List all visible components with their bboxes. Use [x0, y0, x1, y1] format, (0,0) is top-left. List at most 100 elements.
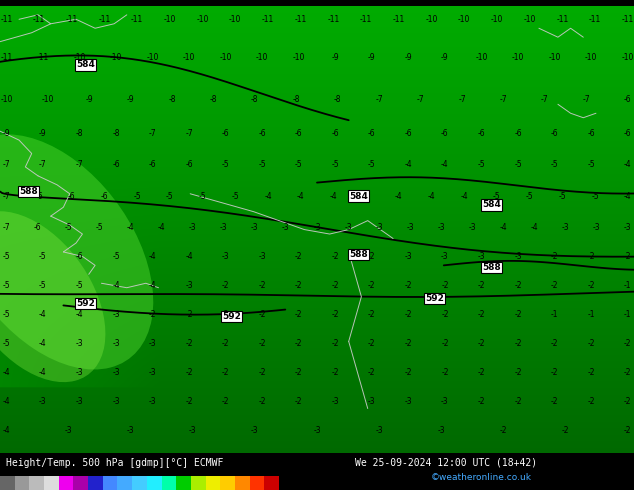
Text: -3: -3 — [65, 426, 72, 436]
Text: -5: -5 — [3, 310, 10, 319]
Bar — [264, 476, 279, 490]
Text: -5: -5 — [39, 252, 47, 261]
Text: -3: -3 — [259, 252, 266, 261]
Text: -6: -6 — [624, 96, 631, 104]
Text: -2: -2 — [441, 281, 449, 290]
Text: -11: -11 — [262, 15, 274, 24]
Text: -3: -3 — [189, 223, 197, 232]
Text: -3: -3 — [112, 339, 120, 348]
Text: -3: -3 — [149, 339, 157, 348]
Text: -5: -5 — [231, 192, 239, 200]
Text: -5: -5 — [3, 252, 10, 261]
Text: -4: -4 — [149, 252, 157, 261]
Text: -10: -10 — [0, 96, 13, 104]
Text: -4: -4 — [330, 192, 337, 200]
Text: -2: -2 — [551, 397, 559, 406]
Text: -3: -3 — [332, 397, 339, 406]
Text: -2: -2 — [624, 339, 631, 348]
Text: -3: -3 — [514, 252, 522, 261]
Text: -8: -8 — [168, 96, 176, 104]
Bar — [0, 476, 15, 490]
Text: -3: -3 — [282, 223, 290, 232]
Text: -2: -2 — [259, 339, 266, 348]
Text: -5: -5 — [551, 160, 559, 169]
Text: -2: -2 — [477, 281, 485, 290]
Text: -5: -5 — [75, 281, 83, 290]
Text: -5: -5 — [39, 281, 47, 290]
Text: -9: -9 — [404, 53, 412, 62]
Text: -2: -2 — [222, 310, 230, 319]
Text: -2: -2 — [149, 310, 157, 319]
Text: -2: -2 — [332, 339, 339, 348]
Text: -2: -2 — [185, 397, 193, 406]
Text: -2: -2 — [368, 252, 375, 261]
Text: -10: -10 — [524, 15, 536, 24]
Text: -2: -2 — [295, 281, 302, 290]
Text: -4: -4 — [428, 192, 436, 200]
Text: -8: -8 — [112, 129, 120, 138]
Text: -2: -2 — [259, 397, 266, 406]
Text: -4: -4 — [624, 160, 631, 169]
Text: -2: -2 — [404, 368, 412, 377]
Text: -2: -2 — [368, 310, 375, 319]
Text: -6: -6 — [68, 192, 75, 200]
Text: -2: -2 — [500, 426, 507, 436]
Text: -3: -3 — [344, 223, 352, 232]
Text: -9: -9 — [127, 96, 134, 104]
Bar — [29, 476, 44, 490]
Text: -2: -2 — [295, 397, 302, 406]
Text: -11: -11 — [37, 53, 49, 62]
Text: -7: -7 — [583, 96, 590, 104]
Text: -3: -3 — [313, 223, 321, 232]
Text: -11: -11 — [98, 15, 110, 24]
Text: -4: -4 — [112, 281, 120, 290]
Text: -2: -2 — [587, 339, 595, 348]
Text: -11: -11 — [556, 15, 569, 24]
Text: -3: -3 — [477, 252, 485, 261]
Text: -6: -6 — [368, 129, 375, 138]
Text: -2: -2 — [477, 310, 485, 319]
Text: -2: -2 — [587, 281, 595, 290]
Text: -4: -4 — [39, 339, 47, 348]
Text: -2: -2 — [587, 252, 595, 261]
Bar — [88, 476, 103, 490]
Text: -5: -5 — [3, 339, 10, 348]
Text: -3: -3 — [39, 397, 47, 406]
Text: -2: -2 — [185, 339, 193, 348]
Text: -2: -2 — [441, 339, 449, 348]
Bar — [147, 476, 162, 490]
Text: -10: -10 — [256, 53, 268, 62]
Text: -2: -2 — [259, 281, 266, 290]
Text: -3: -3 — [75, 397, 83, 406]
Text: -10: -10 — [164, 15, 176, 24]
Text: -11: -11 — [295, 15, 307, 24]
Ellipse shape — [0, 134, 153, 369]
Text: -7: -7 — [417, 96, 424, 104]
Text: -9: -9 — [368, 53, 375, 62]
Text: -7: -7 — [3, 160, 10, 169]
Text: -4: -4 — [441, 160, 449, 169]
Text: -5: -5 — [259, 160, 266, 169]
Text: -3: -3 — [112, 397, 120, 406]
Text: -3: -3 — [251, 426, 259, 436]
Text: -2: -2 — [551, 339, 559, 348]
Text: -11: -11 — [0, 53, 13, 62]
Text: -11: -11 — [589, 15, 601, 24]
Text: -1: -1 — [624, 281, 631, 290]
Text: -10: -10 — [197, 15, 209, 24]
Text: -2: -2 — [551, 281, 559, 290]
Text: ©weatheronline.co.uk: ©weatheronline.co.uk — [431, 473, 532, 482]
Text: -3: -3 — [112, 310, 120, 319]
Text: -5: -5 — [96, 223, 103, 232]
Text: -4: -4 — [149, 281, 157, 290]
Text: -2: -2 — [259, 368, 266, 377]
Text: -10: -10 — [183, 53, 195, 62]
Text: -2: -2 — [332, 310, 339, 319]
Text: -2: -2 — [551, 368, 559, 377]
Text: -2: -2 — [295, 310, 302, 319]
Ellipse shape — [0, 211, 105, 382]
Text: 588: 588 — [19, 187, 38, 196]
Text: -2: -2 — [477, 339, 485, 348]
Text: -11: -11 — [360, 15, 372, 24]
Text: -4: -4 — [297, 192, 304, 200]
